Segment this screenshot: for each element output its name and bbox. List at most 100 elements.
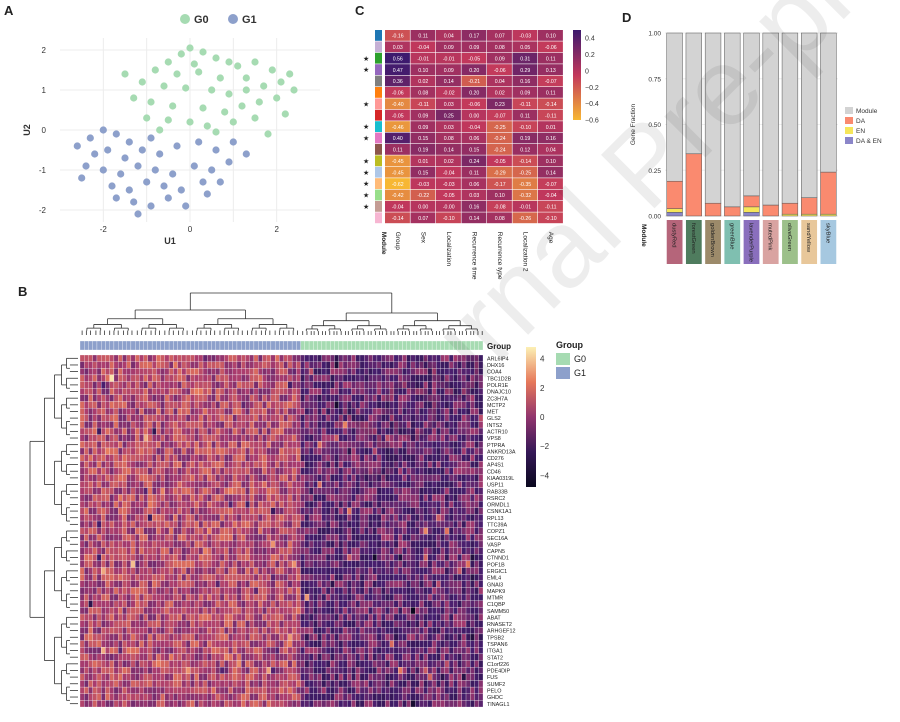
expression-cell (342, 381, 348, 389)
expression-cell (253, 461, 259, 469)
expression-cell (215, 381, 221, 389)
expression-cell (88, 408, 93, 415)
expression-cell (211, 354, 216, 362)
expression-cell (194, 514, 199, 522)
expression-cell (88, 434, 93, 442)
expression-cell (139, 467, 144, 475)
expression-cell (283, 481, 288, 488)
expression-cell (419, 547, 424, 555)
expression-cell (317, 467, 322, 475)
expression-cell (423, 607, 428, 615)
expression-cell (440, 527, 445, 535)
heatmap-value-label: 0.56 (393, 56, 403, 62)
heatmap-cell (410, 87, 436, 98)
expression-cell (461, 620, 467, 628)
expression-cell (470, 381, 475, 389)
expression-cell (431, 388, 437, 395)
expression-cell (101, 434, 106, 442)
expression-cell (431, 374, 437, 382)
bar-segment-module (724, 32, 741, 208)
group-annotation-cell (444, 340, 450, 351)
expression-cell (423, 427, 428, 435)
expression-cell (436, 481, 441, 488)
expression-cell (431, 554, 437, 562)
expression-cell (368, 554, 373, 562)
expression-cell (118, 481, 123, 488)
expression-cell (253, 514, 259, 522)
heatmap-value-label: -0.11 (545, 205, 557, 211)
expression-cell (253, 454, 259, 462)
expression-cell (364, 381, 369, 389)
expression-cell (194, 374, 199, 382)
expression-cell (275, 494, 280, 502)
expression-cell (215, 554, 221, 562)
expression-cell (313, 421, 318, 429)
expression-cell (275, 627, 280, 635)
expression-cell (236, 560, 242, 568)
expression-cell (245, 567, 250, 575)
expression-cell (393, 454, 399, 462)
expression-cell (364, 574, 369, 581)
expression-cell (143, 447, 148, 455)
expression-cell (338, 620, 344, 628)
expression-cell (351, 414, 356, 422)
expression-cell (283, 620, 288, 628)
expression-cell (109, 554, 115, 562)
expression-cell (151, 613, 157, 621)
expression-cell (478, 474, 484, 482)
expression-cell (338, 474, 344, 482)
expression-cell (398, 640, 403, 648)
expression-cell (436, 394, 441, 402)
expression-cell (147, 593, 153, 601)
expression-cell (296, 481, 301, 488)
expression-cell (287, 574, 293, 581)
expression-cell (440, 520, 445, 528)
heatmap-value-label: 0.10 (546, 159, 556, 165)
expression-cell (249, 540, 255, 548)
expression-cell (126, 381, 132, 389)
expression-cell (147, 354, 153, 362)
expression-cell (164, 414, 170, 422)
expression-cell (474, 520, 479, 528)
expression-cell (258, 408, 263, 415)
expression-cell (330, 388, 335, 395)
expression-cell (334, 474, 339, 482)
expression-cell (444, 421, 450, 429)
expression-cell (198, 534, 204, 542)
expression-cell (185, 620, 191, 628)
heatmap-value-label: 0.24 (469, 159, 479, 165)
expression-cell (296, 487, 301, 495)
expression-cell (330, 534, 335, 542)
expression-cell (355, 640, 361, 648)
expression-cell (207, 421, 212, 429)
expression-cell (321, 593, 327, 601)
expression-cell (283, 421, 288, 429)
expression-cell (376, 574, 382, 581)
expression-cell (168, 481, 174, 488)
point-g0 (199, 48, 207, 56)
expression-cell (300, 394, 305, 402)
expression-cell (147, 620, 153, 628)
expression-cell (194, 567, 199, 575)
expression-cell (228, 580, 233, 588)
legend-swatch (845, 117, 853, 124)
expression-cell (423, 421, 428, 429)
expression-cell (151, 600, 157, 608)
expression-cell (275, 540, 280, 548)
expression-cell (126, 500, 132, 508)
expression-cell (381, 567, 386, 575)
expression-cell (372, 640, 378, 648)
expression-cell (113, 520, 119, 528)
expression-cell (410, 481, 416, 488)
expression-cell (313, 500, 318, 508)
expression-cell (139, 567, 144, 575)
expression-cell (168, 580, 174, 588)
expression-cell (304, 607, 310, 615)
expression-cell (325, 593, 331, 601)
expression-cell (101, 534, 106, 542)
expression-cell (402, 368, 407, 376)
expression-cell (194, 633, 199, 641)
expression-cell (478, 653, 484, 661)
expression-cell (347, 467, 352, 475)
significance-star: ★ (363, 192, 369, 200)
